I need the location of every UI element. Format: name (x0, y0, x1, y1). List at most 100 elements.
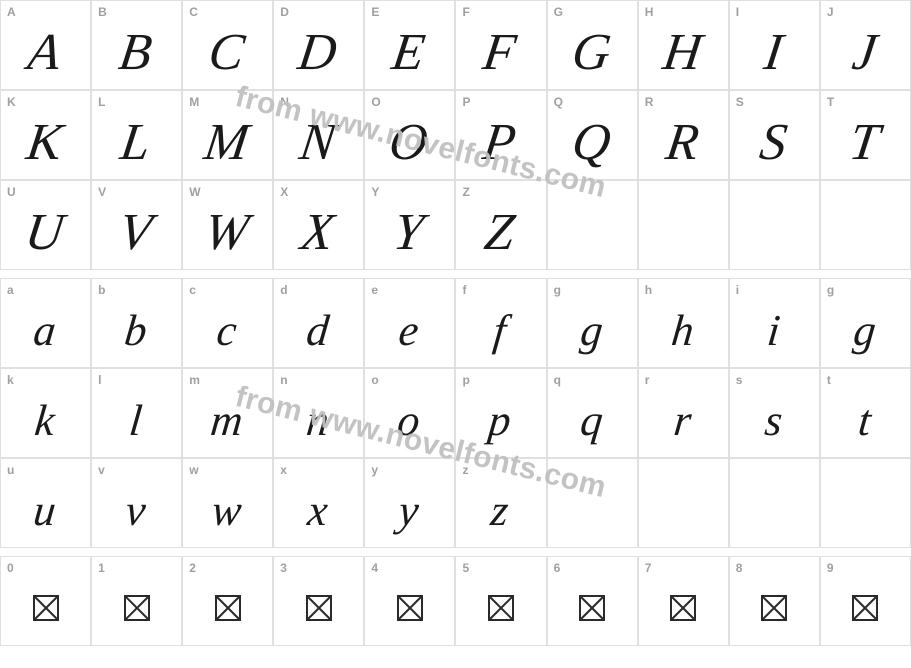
glyph (730, 557, 819, 645)
empty-cell (547, 458, 638, 548)
glyph-cell-S: SS (729, 90, 820, 180)
glyph: S (729, 91, 820, 179)
glyph-cell-Q: QQ (547, 90, 638, 180)
glyph: e (364, 279, 455, 367)
glyph-cell-I: II (729, 0, 820, 90)
glyph: G (547, 1, 638, 89)
glyph: H (638, 1, 729, 89)
glyph-cell-g: gg (820, 278, 911, 368)
glyph-cell-K: KK (0, 90, 91, 180)
glyph-cell-q: qq (547, 368, 638, 458)
glyph: T (820, 91, 911, 179)
glyph-cell-P: PP (455, 90, 546, 180)
glyph: f (455, 279, 546, 367)
glyph-cell-E: EE (364, 0, 455, 90)
glyph (1, 557, 90, 645)
font-chart-container: AABBCCDDEEFFGGHHIIJJKKLLMMNNOOPPQQRRSSTT… (0, 0, 911, 646)
glyph: Q (547, 91, 638, 179)
glyph: l (91, 369, 182, 457)
glyph-cell-B: BB (91, 0, 182, 90)
glyph: O (364, 91, 455, 179)
glyph-cell-X: XX (273, 180, 364, 270)
glyph-cell-p: pp (455, 368, 546, 458)
glyph: q (547, 369, 638, 457)
empty-cell (820, 458, 911, 548)
glyph-cell-v: vv (91, 458, 182, 548)
empty-cell (820, 180, 911, 270)
glyph-cell-N: NN (273, 90, 364, 180)
glyph: R (638, 91, 729, 179)
glyph-cell-y: yy (364, 458, 455, 548)
glyph-cell-o: oo (364, 368, 455, 458)
glyph-cell-4: 4 (364, 556, 455, 646)
glyph-cell-i: ii (729, 278, 820, 368)
glyph-cell-J: JJ (820, 0, 911, 90)
glyph-cell-2: 2 (182, 556, 273, 646)
glyph-cell-7: 7 (638, 556, 729, 646)
glyph: r (638, 369, 729, 457)
glyph: z (455, 459, 546, 547)
glyph-cell-Y: YY (364, 180, 455, 270)
glyph-cell-9: 9 (820, 556, 911, 646)
glyph: C (182, 1, 273, 89)
glyph-cell-s: ss (729, 368, 820, 458)
glyph-cell-1: 1 (91, 556, 182, 646)
glyph: K (0, 91, 91, 179)
glyph-cell-f: ff (455, 278, 546, 368)
glyph: g (547, 279, 638, 367)
glyph: x (273, 459, 364, 547)
glyph-cell-a: aa (0, 278, 91, 368)
glyph-cell-c: cc (182, 278, 273, 368)
glyph: v (91, 459, 182, 547)
glyph: u (0, 459, 91, 547)
glyph: X (273, 181, 364, 269)
glyph-cell-m: mm (182, 368, 273, 458)
glyph: P (455, 91, 546, 179)
glyph-cell-t: tt (820, 368, 911, 458)
empty-cell (547, 180, 638, 270)
glyph: d (273, 279, 364, 367)
glyph-cell-C: CC (182, 0, 273, 90)
glyph: c (182, 279, 273, 367)
glyph-cell-w: ww (182, 458, 273, 548)
glyph-cell-L: LL (91, 90, 182, 180)
glyph-cell-G: GG (547, 0, 638, 90)
glyph: D (273, 1, 364, 89)
empty-cell (729, 458, 820, 548)
glyph (639, 557, 728, 645)
glyph: W (182, 181, 273, 269)
glyph-cell-8: 8 (729, 556, 820, 646)
empty-cell (729, 180, 820, 270)
glyph-cell-F: FF (455, 0, 546, 90)
glyph: k (0, 369, 91, 457)
empty-cell (638, 180, 729, 270)
glyph-cell-z: zz (455, 458, 546, 548)
glyph-cell-x: xx (273, 458, 364, 548)
glyph: M (182, 91, 273, 179)
glyph-cell-e: ee (364, 278, 455, 368)
glyph: U (0, 181, 91, 269)
glyph (183, 557, 272, 645)
glyph: L (91, 91, 182, 179)
glyph: V (91, 181, 182, 269)
glyph: B (91, 1, 182, 89)
glyph: y (364, 459, 455, 547)
glyph-cell-U: UU (0, 180, 91, 270)
glyph: w (182, 459, 273, 547)
glyph-cell-W: WW (182, 180, 273, 270)
glyph: Y (364, 181, 455, 269)
glyph-cell-k: kk (0, 368, 91, 458)
glyph-cell-0: 0 (0, 556, 91, 646)
glyph-cell-M: MM (182, 90, 273, 180)
glyph-cell-Z: ZZ (455, 180, 546, 270)
glyph-grid-uppercase: AABBCCDDEEFFGGHHIIJJKKLLMMNNOOPPQQRRSSTT… (0, 0, 911, 270)
glyph-cell-5: 5 (455, 556, 546, 646)
glyph: s (729, 369, 820, 457)
glyph-cell-V: VV (91, 180, 182, 270)
glyph: Z (455, 181, 546, 269)
glyph-cell-O: OO (364, 90, 455, 180)
glyph (365, 557, 454, 645)
glyph (821, 557, 910, 645)
glyph-cell-r: rr (638, 368, 729, 458)
glyph: m (182, 369, 273, 457)
